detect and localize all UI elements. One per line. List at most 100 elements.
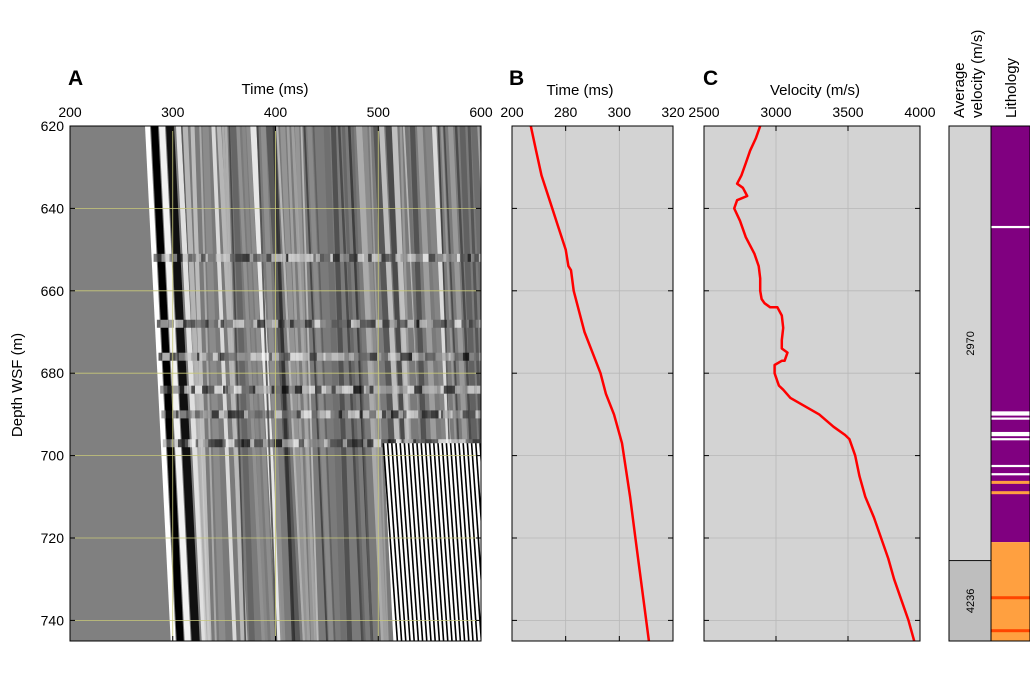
noise-band-segment bbox=[389, 253, 396, 262]
noise-band-segment bbox=[343, 253, 350, 262]
noise-band-segment bbox=[293, 439, 299, 448]
noise-band-segment bbox=[319, 410, 326, 419]
noise-band-segment bbox=[249, 253, 254, 262]
noise-band-segment bbox=[331, 352, 339, 361]
noise-band-segment bbox=[186, 410, 192, 419]
x-tick-label: 600 bbox=[469, 104, 493, 120]
high-frequency-trace bbox=[411, 443, 428, 641]
lithology-white-streak bbox=[991, 431, 1030, 435]
noise-band-segment bbox=[459, 410, 463, 419]
noise-band-segment bbox=[358, 385, 362, 394]
noise-band-segment bbox=[246, 439, 251, 448]
noise-band-segment bbox=[470, 253, 475, 262]
noise-band-segment bbox=[244, 352, 251, 361]
panel-c-x-ticks: 2500 3000 3500 4000 bbox=[688, 104, 936, 641]
noise-band-segment bbox=[303, 410, 312, 419]
noise-band-segment bbox=[377, 352, 382, 361]
noise-band-segment bbox=[309, 439, 317, 448]
noise-band-segment bbox=[462, 352, 470, 361]
noise-band-segment bbox=[223, 410, 228, 419]
high-frequency-trace bbox=[479, 443, 481, 469]
high-frequency-trace bbox=[462, 443, 478, 641]
y-tick-label: 680 bbox=[41, 365, 65, 381]
noise-band-segment bbox=[302, 352, 310, 361]
noise-band-segment bbox=[467, 253, 471, 262]
noise-band-segment bbox=[184, 385, 189, 394]
noise-band-segment bbox=[306, 253, 314, 262]
noise-band-segment bbox=[199, 319, 206, 328]
lithology-interval bbox=[991, 126, 1030, 543]
noise-band-segment bbox=[376, 410, 383, 419]
noise-band-segment bbox=[331, 319, 340, 328]
noise-band-segment bbox=[460, 253, 465, 262]
high-frequency-trace bbox=[458, 443, 474, 641]
noise-band-segment bbox=[315, 385, 322, 394]
noise-band-segment bbox=[449, 319, 455, 328]
noise-band-segment bbox=[286, 253, 289, 262]
noise-band-segment bbox=[446, 253, 452, 262]
noise-band-segment bbox=[248, 410, 255, 419]
high-frequency-trace bbox=[484, 443, 498, 641]
noise-band-segment bbox=[454, 319, 462, 328]
noise-band-segment bbox=[373, 439, 378, 448]
noise-band-segment bbox=[456, 253, 461, 262]
noise-band-segment bbox=[257, 439, 264, 448]
noise-band-segment bbox=[211, 410, 219, 419]
noise-band-segment bbox=[218, 410, 224, 419]
noise-band-segment bbox=[281, 385, 289, 394]
panel-a-letter: A bbox=[68, 67, 83, 90]
noise-band-segment bbox=[250, 352, 257, 361]
noise-band-segment bbox=[206, 410, 212, 419]
noise-band-segment bbox=[361, 385, 364, 394]
high-frequency-trace bbox=[386, 443, 403, 641]
noise-band-segment bbox=[191, 410, 195, 419]
x-tick-label: 2500 bbox=[688, 104, 719, 120]
noise-band-segment bbox=[294, 385, 303, 394]
noise-band-segment bbox=[172, 385, 180, 394]
noise-band-segment bbox=[268, 385, 272, 394]
noise-band-segment bbox=[428, 352, 436, 361]
noise-band-segment bbox=[184, 439, 189, 448]
noise-band-segment bbox=[400, 253, 408, 262]
noise-band-segment bbox=[198, 439, 204, 448]
noise-band-segment bbox=[397, 319, 405, 328]
noise-band-segment bbox=[208, 385, 215, 394]
noise-band-segment bbox=[274, 439, 283, 448]
noise-band-segment bbox=[253, 319, 258, 328]
noise-band-segment bbox=[349, 253, 356, 262]
noise-band-segment bbox=[257, 319, 266, 328]
noise-band-segment bbox=[214, 439, 223, 448]
panel-c-x-axis-label: Velocity (m/s) bbox=[770, 82, 860, 99]
noise-band-segment bbox=[269, 352, 272, 361]
noise-band-segment bbox=[222, 439, 226, 448]
x-tick-label: 3500 bbox=[832, 104, 863, 120]
noise-band-segment bbox=[375, 319, 383, 328]
noise-band-segment bbox=[413, 319, 417, 328]
noise-band-segment bbox=[362, 410, 370, 419]
x-tick-label: 200 bbox=[500, 104, 524, 120]
noise-band-segment bbox=[347, 439, 352, 448]
noise-band-segment bbox=[437, 253, 443, 262]
noise-band-segment bbox=[346, 319, 351, 328]
noise-band-segment bbox=[244, 410, 249, 419]
noise-band-segment bbox=[382, 319, 390, 328]
noise-band-segment bbox=[252, 385, 256, 394]
noise-band-segment bbox=[437, 385, 441, 394]
noise-band-segment bbox=[440, 385, 444, 394]
noise-band-segment bbox=[170, 439, 178, 448]
noise-band-segment bbox=[460, 385, 463, 394]
noise-band-segment bbox=[180, 410, 187, 419]
noise-band-segment bbox=[181, 439, 185, 448]
noise-band-segment bbox=[253, 253, 261, 262]
noise-band-segment bbox=[226, 319, 233, 328]
noise-band-segment bbox=[472, 319, 476, 328]
noise-band-segment bbox=[339, 253, 344, 262]
noise-band-segment bbox=[313, 253, 316, 262]
noise-band-segment bbox=[274, 385, 282, 394]
noise-band-segment bbox=[452, 410, 460, 419]
panel-c: 2500 3000 3500 4000 C Velocity (m/s) bbox=[688, 67, 936, 642]
noise-band-segment bbox=[462, 410, 469, 419]
noise-band-segment bbox=[233, 385, 242, 394]
noise-band-segment bbox=[289, 319, 294, 328]
y-tick-label: 700 bbox=[41, 448, 65, 464]
